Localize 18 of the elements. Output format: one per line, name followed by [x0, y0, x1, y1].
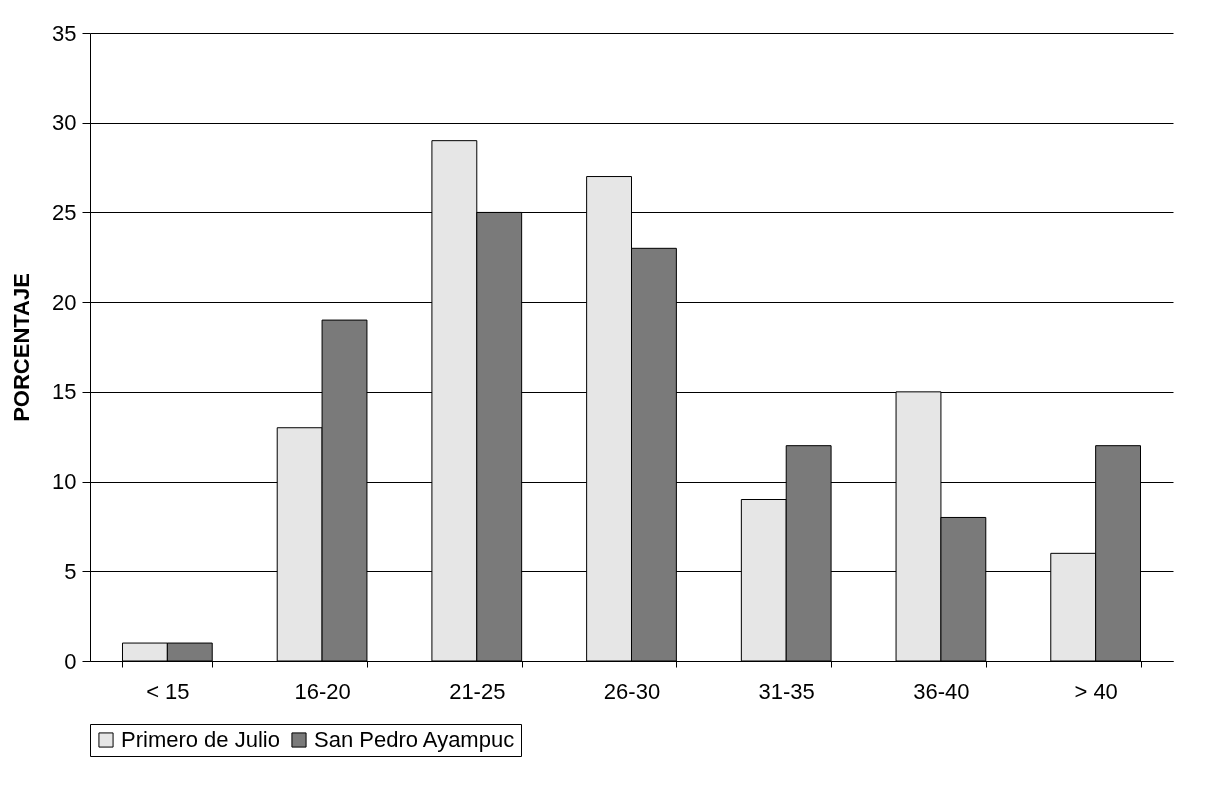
legend-label: Primero de Julio: [121, 727, 280, 752]
x-tick-label: < 15: [146, 678, 190, 704]
y-tick-label: 0: [64, 648, 77, 674]
y-tick-label: 10: [52, 469, 77, 495]
x-tick-label: 16-20: [294, 678, 351, 704]
y-tick-label: 15: [52, 379, 77, 405]
y-tick-label: 5: [64, 558, 77, 584]
y-tick-label: 30: [52, 110, 77, 136]
x-tick-label: 21-25: [449, 678, 506, 704]
y-tick-label: 25: [52, 199, 77, 225]
x-tick-label: > 40: [1074, 678, 1118, 704]
x-tick-label: 36-40: [913, 678, 970, 704]
y-tick-label: 35: [52, 20, 77, 46]
y-axis-title: PORCENTAJE: [9, 273, 35, 422]
y-tick-label: 20: [52, 289, 77, 315]
x-tick-label: 26-30: [603, 678, 661, 704]
legend-label: San Pedro Ayampuc: [314, 727, 515, 752]
x-tick-label: 31-35: [758, 678, 815, 704]
